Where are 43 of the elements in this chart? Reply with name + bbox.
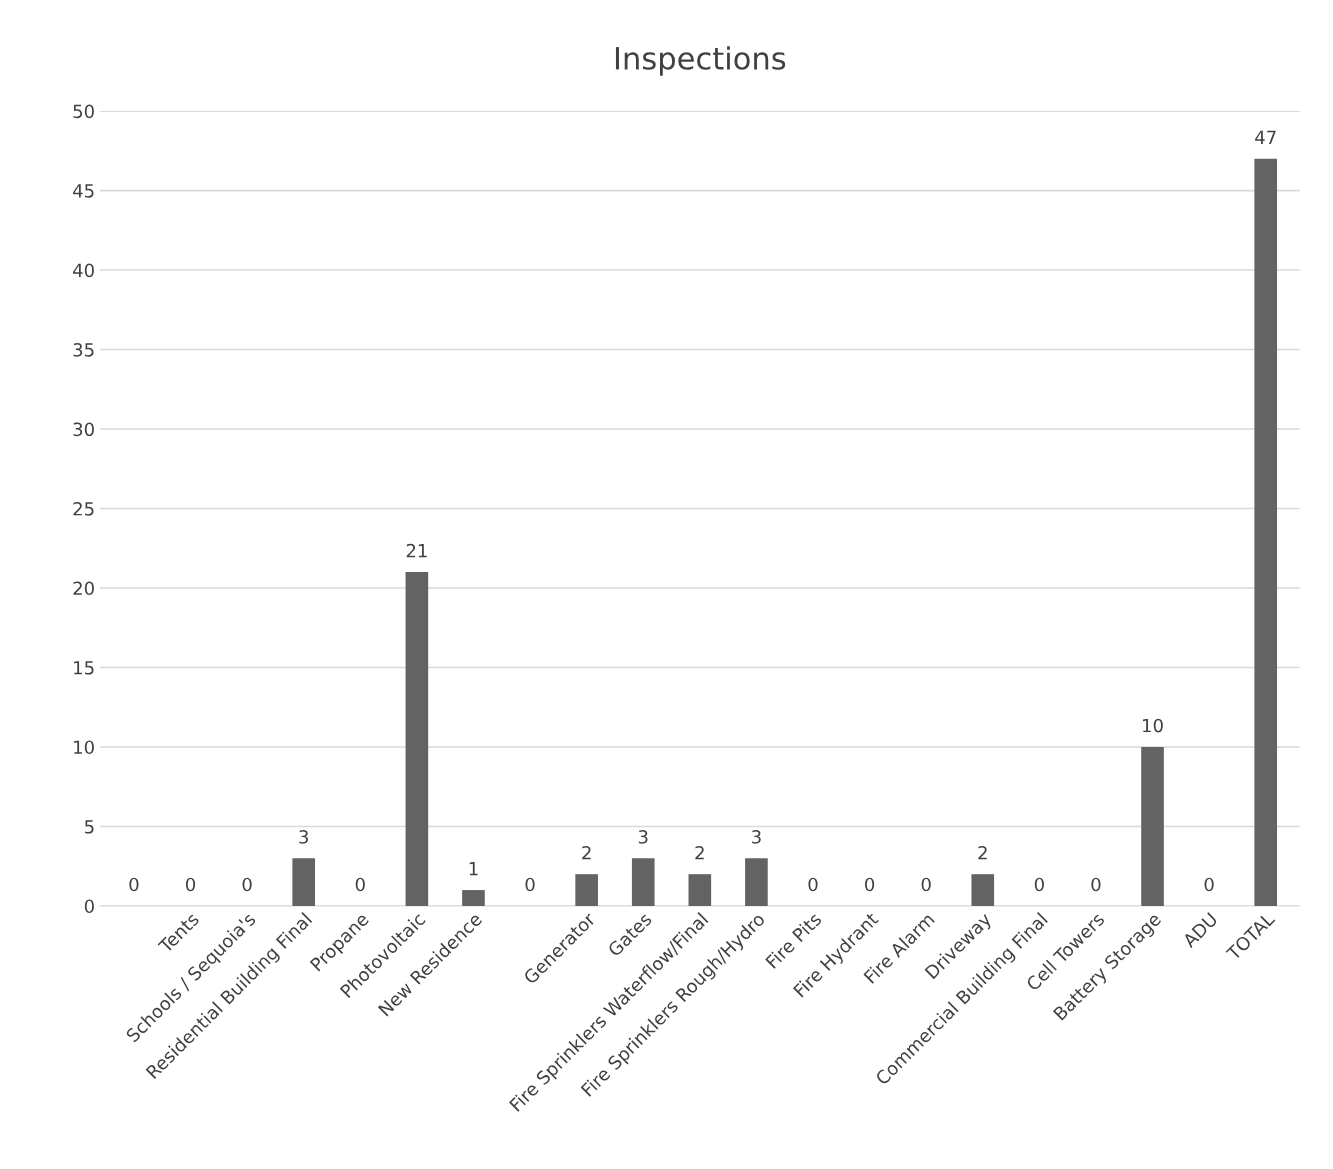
bar [462, 890, 485, 906]
y-tick-label: 10 [74, 740, 94, 755]
data-label: 0 [129, 877, 139, 892]
data-label: 0 [921, 877, 931, 892]
data-label: 0 [185, 877, 196, 892]
y-tick-label: 0 [84, 899, 94, 914]
data-label: 0 [1091, 877, 1101, 892]
data-label: 0 [1204, 877, 1214, 892]
data-label: 3 [752, 830, 761, 844]
data-label: 0 [865, 877, 875, 892]
data-label: 0 [1034, 877, 1044, 892]
y-tick-label: 50 [73, 104, 94, 119]
bar [1141, 746, 1164, 906]
bar [575, 874, 598, 906]
y-tick-label: 25 [73, 501, 94, 516]
data-label: 0 [242, 877, 252, 892]
y-tick-label: 20 [73, 581, 94, 596]
y-tick-label: 40 [73, 263, 94, 278]
data-label: 21 [406, 543, 427, 558]
bar [631, 858, 655, 906]
y-tick-label: 5 [85, 820, 94, 834]
bar [745, 858, 768, 906]
data-label: 2 [582, 845, 591, 860]
data-label: 0 [355, 877, 365, 892]
data-label: 47 [1255, 130, 1276, 144]
bar [405, 572, 429, 906]
bar [1254, 158, 1278, 906]
y-tick-label: 45 [73, 184, 94, 198]
data-label: 0 [808, 877, 818, 892]
data-label: 2 [695, 845, 704, 860]
data-label: 3 [638, 830, 648, 844]
bar [688, 874, 712, 906]
y-tick-label: 15 [74, 661, 94, 675]
bar [971, 874, 995, 906]
data-label: 0 [525, 877, 535, 892]
data-label: 1 [469, 862, 478, 876]
data-label: 2 [978, 845, 987, 860]
data-label: 3 [299, 830, 308, 844]
chart-title: Inspections [615, 46, 786, 76]
bar [292, 858, 316, 906]
data-label: 10 [1143, 718, 1163, 733]
y-tick-label: 35 [73, 342, 94, 357]
y-tick-label: 30 [73, 422, 94, 437]
